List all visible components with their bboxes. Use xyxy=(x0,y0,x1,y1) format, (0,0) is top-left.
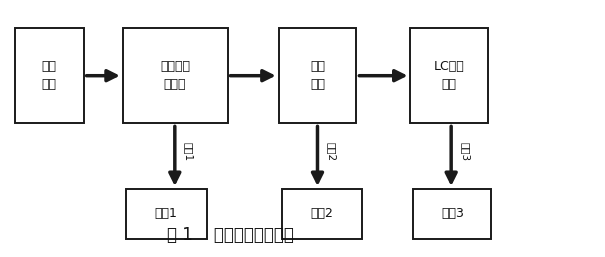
Bar xyxy=(410,28,488,123)
Text: 负载2: 负载2 xyxy=(310,207,333,221)
Bar xyxy=(281,189,362,239)
Text: 维恩电桥
振荡器: 维恩电桥 振荡器 xyxy=(160,60,190,91)
Text: 反相
电路: 反相 电路 xyxy=(310,60,325,91)
Text: LC串联
谐振: LC串联 谐振 xyxy=(434,60,465,91)
Text: 负载3: 负载3 xyxy=(441,207,464,221)
Bar xyxy=(15,28,83,123)
Text: 输出1: 输出1 xyxy=(184,142,194,161)
Text: 负载1: 负载1 xyxy=(155,207,177,221)
Bar xyxy=(278,28,356,123)
Text: 输出3: 输出3 xyxy=(460,142,470,161)
Text: 输出2: 输出2 xyxy=(327,142,336,161)
Text: 稳幅
电路: 稳幅 电路 xyxy=(42,60,57,91)
Bar xyxy=(123,28,227,123)
Bar xyxy=(126,189,206,239)
Bar xyxy=(413,189,491,239)
Text: 图 1    激磁电源原理框图: 图 1 激磁电源原理框图 xyxy=(167,226,294,244)
